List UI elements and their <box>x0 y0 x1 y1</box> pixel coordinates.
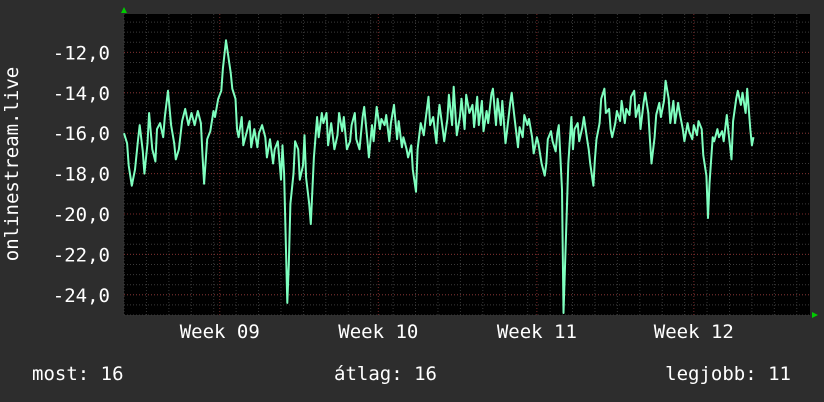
y-tick-label: -14,0 <box>53 83 110 105</box>
series-line <box>123 39 755 314</box>
y-axis-arrow-icon <box>121 7 127 13</box>
average-value: átlag: 16 <box>334 363 437 385</box>
y-tick-label: -18,0 <box>53 164 110 186</box>
best-value: legjobb: 11 <box>665 363 791 385</box>
current-value: most: 16 <box>32 363 124 385</box>
y-tick-label: -24,0 <box>53 285 110 307</box>
x-tick-label: Week 10 <box>338 321 418 343</box>
y-tick-label: -16,0 <box>53 123 110 145</box>
y-tick-label: -20,0 <box>53 204 110 226</box>
series-layer <box>123 39 755 314</box>
y-tick-label: -22,0 <box>53 244 110 266</box>
x-axis-ticks: Week 09 Week 10 Week 11 Week 12 <box>180 321 734 343</box>
x-axis-arrow-icon <box>812 312 818 318</box>
x-tick-label: Week 09 <box>180 321 260 343</box>
y-axis-label: onlinestream.live <box>1 67 23 261</box>
y-tick-label: -12,0 <box>53 42 110 64</box>
y-axis-ticks: -12,0 -14,0 -16,0 -18,0 -20,0 -22,0 -24,0 <box>53 42 110 306</box>
x-tick-label: Week 11 <box>497 321 577 343</box>
x-tick-label: Week 12 <box>654 321 734 343</box>
